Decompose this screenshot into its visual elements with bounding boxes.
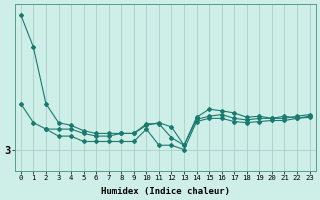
- X-axis label: Humidex (Indice chaleur): Humidex (Indice chaleur): [101, 187, 230, 196]
